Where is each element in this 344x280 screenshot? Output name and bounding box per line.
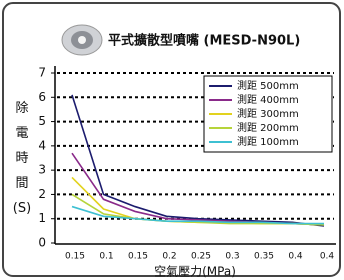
y-tick-label: 1 bbox=[38, 211, 46, 225]
x-tick-label: 0.15 bbox=[65, 252, 85, 262]
y-tick-label: 0 bbox=[38, 236, 46, 250]
x-tick-label: 0.3 bbox=[225, 252, 239, 262]
chart: 平式擴散型噴嘴 (MESD-N90L) 除電時間(S) 空氣壓力(MPa) 01… bbox=[0, 0, 344, 280]
x-tick-label: 0.35 bbox=[254, 252, 274, 262]
y-tick-label: 4 bbox=[38, 138, 46, 152]
y-tick-label: 3 bbox=[38, 163, 46, 177]
x-tick-label: 0.2 bbox=[162, 252, 176, 262]
legend-label: 測距 200mm bbox=[237, 121, 299, 134]
y-tick-label: 7 bbox=[38, 66, 46, 80]
nozzle-icon bbox=[62, 25, 102, 55]
y-tick-label: 5 bbox=[38, 114, 46, 128]
y-tick-label: 2 bbox=[38, 187, 46, 201]
legend-label: 測距 300mm bbox=[237, 107, 299, 120]
y-tick-label: 6 bbox=[38, 90, 46, 104]
chart-title: 平式擴散型噴嘴 (MESD-N90L) bbox=[108, 33, 300, 49]
x-tick-label: 0.4 bbox=[320, 252, 335, 262]
legend-label: 測距 100mm bbox=[237, 135, 299, 148]
x-axis-label: 空氣壓力(MPa) bbox=[154, 265, 236, 279]
legend-label: 測距 400mm bbox=[237, 93, 299, 106]
legend-label: 測距 500mm bbox=[237, 79, 299, 92]
x-tick-label: 0.25 bbox=[191, 252, 211, 262]
x-tick-label: 0.1 bbox=[99, 252, 113, 262]
x-tick-label: 0.4 bbox=[288, 252, 303, 262]
x-tick-label: 0.15 bbox=[128, 252, 148, 262]
